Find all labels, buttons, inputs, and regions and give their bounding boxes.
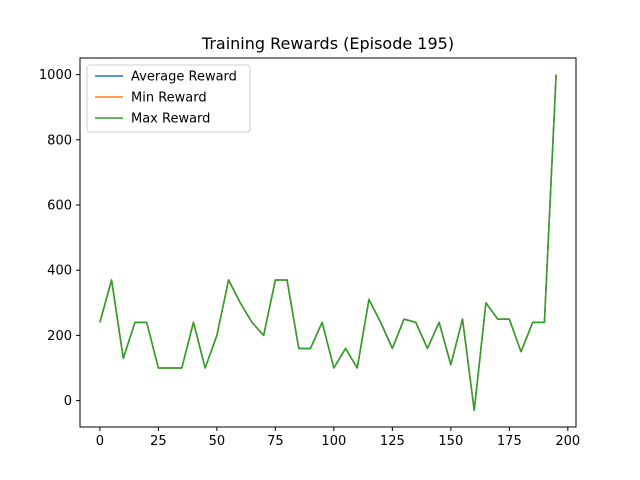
x-tick-label: 200: [555, 434, 580, 449]
x-tick-label: 0: [96, 434, 104, 449]
y-tick-label: 600: [47, 199, 72, 214]
y-tick-label: 400: [47, 264, 72, 279]
y-tick-label: 800: [47, 133, 72, 148]
legend-label: Max Reward: [131, 112, 210, 127]
plot-frame: [79, 57, 577, 428]
x-tick-label: 150: [438, 434, 463, 449]
legend-label: Min Reward: [131, 91, 207, 106]
y-tick-label: 200: [47, 329, 72, 344]
legend: Average Reward Min Reward Max Reward: [86, 64, 251, 133]
x-tick-label: 100: [321, 434, 346, 449]
series-line-max-reward: [99, 74, 557, 412]
y-tick-label: 0: [64, 394, 72, 409]
legend-box: [86, 64, 251, 133]
x-tick-label: 50: [209, 434, 226, 449]
legend-label: Average Reward: [131, 70, 237, 85]
x-axis: 0 25 50 75 100 125 150 175 200: [96, 427, 580, 449]
y-tick-label: 1000: [39, 68, 72, 83]
x-tick-label: 25: [150, 434, 167, 449]
y-axis: 0 200 400 600 800 1000: [39, 68, 80, 409]
x-tick-label: 125: [380, 434, 405, 449]
chart-title: Training Rewards (Episode 195): [201, 34, 454, 53]
plot-area: [99, 74, 557, 412]
x-tick-label: 75: [267, 434, 284, 449]
x-tick-label: 175: [497, 434, 522, 449]
